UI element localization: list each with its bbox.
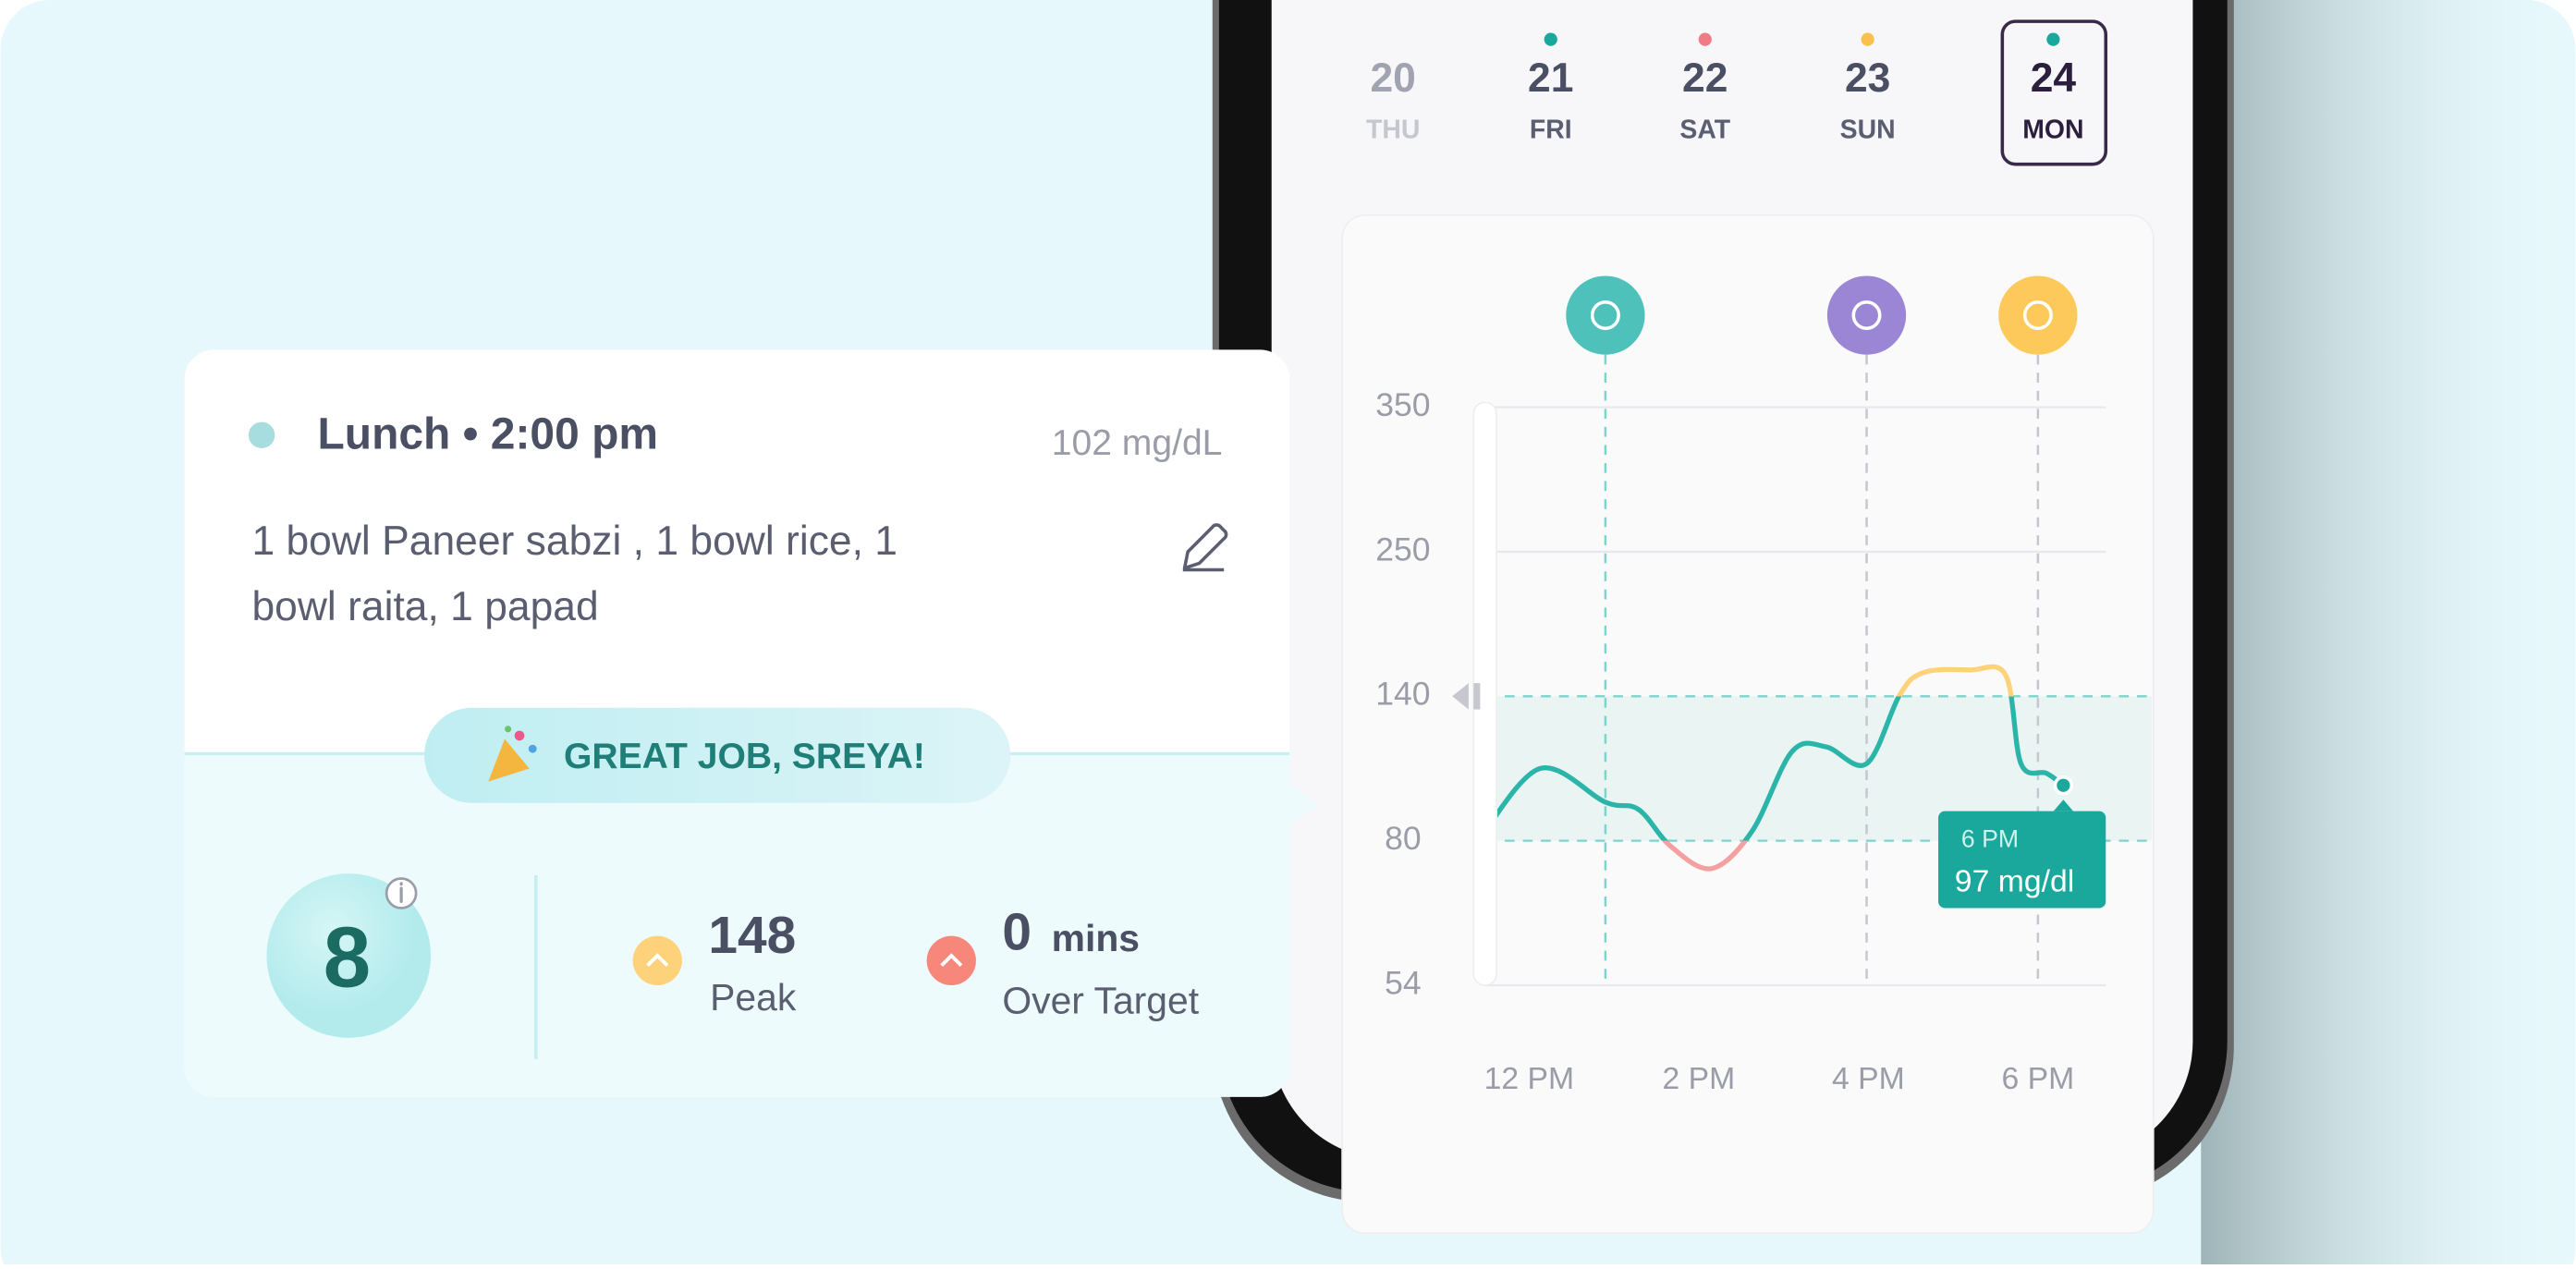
score-circle [266, 873, 432, 1038]
day-number: 22 [1682, 55, 1728, 101]
phone-shadow [2201, 0, 2576, 1264]
y-tick-label: 140 [1375, 676, 1430, 713]
day-name: FRI [1530, 116, 1572, 145]
day-name: SUN [1840, 116, 1896, 145]
current-point [2053, 775, 2074, 796]
glucose-line [1477, 664, 2067, 872]
card-pointer [1289, 785, 1320, 824]
tooltip-time: 6 PM [1961, 825, 2019, 853]
day-name: THU [1366, 116, 1420, 145]
day-dot [2046, 32, 2060, 46]
chevron [940, 953, 963, 968]
over-unit: mins [1052, 917, 1140, 959]
day-number: 23 [1845, 55, 1890, 101]
x-tick-label: 12 PM [1484, 1061, 1575, 1096]
y-tick-label: 54 [1385, 964, 1422, 1001]
calendar: 20 THU 21 FRI 22 SAT 23 SUN 24 MON [1366, 32, 2084, 145]
x-tick-label: 4 PM [1832, 1061, 1905, 1096]
score: 8 [324, 909, 371, 1005]
meal-description: 1 bowl Paneer sabzi , 1 bowl rice, 1 [251, 519, 897, 564]
tooltip-value: 97 mg/dl [1955, 864, 2074, 899]
y-tick-label: 80 [1385, 820, 1422, 857]
badge-text: GREAT JOB, SREYA! [564, 737, 925, 776]
day-number: 21 [1528, 55, 1573, 101]
meal-reading: 102 mg/dL [1052, 423, 1223, 463]
peak-value: 148 [708, 907, 796, 965]
x-tick-label: 6 PM [2001, 1061, 2074, 1096]
day-dot [1861, 32, 1874, 46]
over-icon [926, 935, 976, 985]
meal-description: bowl raita, 1 papad [251, 584, 598, 629]
day-number: 20 [1371, 55, 1416, 101]
selected-day[interactable] [2000, 19, 2108, 166]
meal-icon [1566, 275, 1645, 355]
y-tick-label: 350 [1375, 386, 1430, 423]
card-footer [184, 753, 1290, 1097]
over-value: 0 [1002, 904, 1032, 962]
day-number: 24 [2031, 55, 2077, 101]
chart: 54 80 140 250 350 12 PM 2 PM 4 PM 6 PM 6 PM 97 mg/… [1375, 275, 2153, 1096]
y-tick-label: 250 [1375, 531, 1430, 567]
tooltip-arrow [2053, 799, 2074, 811]
day-dot [1544, 32, 1557, 46]
x-tick-label: 2 PM [1662, 1061, 1735, 1096]
day-name: SAT [1679, 116, 1730, 145]
day-name: MON [2022, 116, 2083, 145]
peak-icon [632, 935, 682, 985]
day-dot [1698, 32, 1712, 46]
chevron [646, 953, 669, 968]
scroll-handle[interactable] [1452, 683, 1481, 710]
peak-label: Peak [710, 976, 797, 1019]
meal-title: Lunch • 2:00 pm [318, 409, 659, 458]
tooltip [1938, 811, 2106, 909]
over-label: Over Target [1002, 979, 1199, 1021]
meal-icon [1998, 275, 2078, 355]
meal-glyph [1851, 300, 1882, 331]
party-icon [488, 726, 537, 782]
meal-dot [248, 421, 275, 449]
badge [423, 707, 1011, 803]
meal-glyph [1590, 300, 1620, 331]
meal-glyph [2022, 300, 2053, 331]
chart-card [1341, 214, 2155, 1235]
meal-icon [1826, 275, 1907, 355]
edit-icon[interactable] [1182, 523, 1228, 572]
